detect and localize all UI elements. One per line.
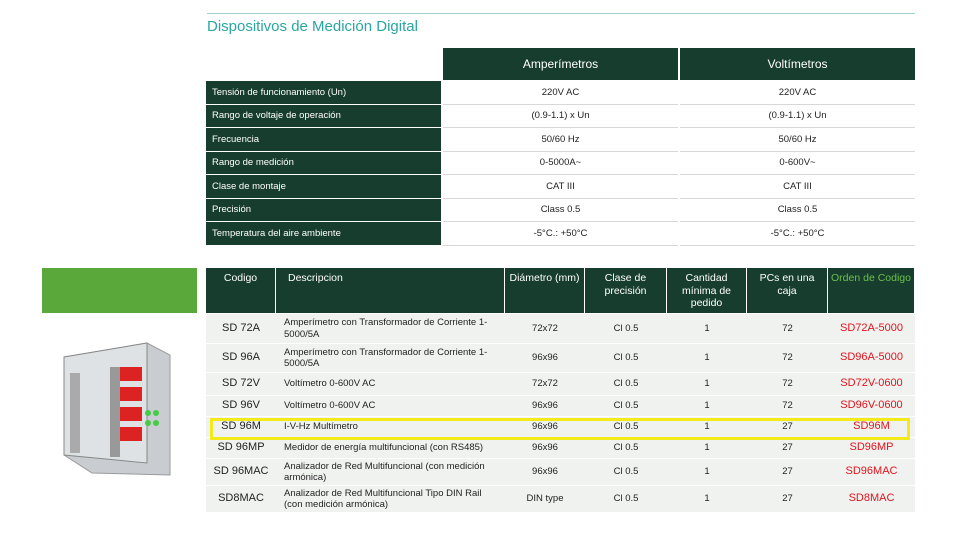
- product-cell: Analizador de Red Multifuncional (con me…: [276, 459, 505, 486]
- product-cell: Amperímetro con Transformador de Corrien…: [276, 314, 505, 344]
- spec-label: Frecuencia: [206, 128, 441, 151]
- product-cell: 72: [747, 396, 828, 417]
- spec-value: 50/60 Hz: [443, 128, 678, 152]
- order-code: SD96A-5000: [828, 344, 915, 373]
- product-cell: 1: [667, 344, 747, 373]
- product-cell: 72x72: [505, 314, 585, 344]
- product-header: Orden de Codigo: [828, 268, 915, 313]
- product-cell: Cl 0.5: [585, 459, 667, 486]
- order-code: SD72V-0600: [828, 373, 915, 396]
- spec-value: 0-600V~: [680, 151, 915, 175]
- product-cell: 1: [667, 314, 747, 344]
- title-rule: [207, 13, 915, 14]
- spec-value: -5°C.: +50°C: [443, 222, 678, 246]
- order-code: SD96V-0600: [828, 396, 915, 417]
- product-cell: Voltímetro 0-600V AC: [276, 396, 505, 417]
- product-cell: 1: [667, 373, 747, 396]
- product-code: SD 96V: [206, 396, 276, 417]
- order-code: SD96M: [828, 417, 915, 438]
- product-header: Cantidad mínima de pedido: [667, 268, 747, 313]
- product-cell: DIN type: [505, 486, 585, 513]
- order-code: SD72A-5000: [828, 314, 915, 344]
- product-code: SD 96MAC: [206, 459, 276, 486]
- product-header: Descripcion: [276, 268, 505, 313]
- spec-label: Temperatura del aire ambiente: [206, 222, 441, 245]
- product-cell: 72: [747, 344, 828, 373]
- product-cell: 96x96: [505, 438, 585, 459]
- product-cell: Cl 0.5: [585, 344, 667, 373]
- product-cell: Cl 0.5: [585, 486, 667, 513]
- product-header: Diámetro (mm): [505, 268, 585, 313]
- image-header: [42, 268, 197, 313]
- product-cell: 72: [747, 373, 828, 396]
- product-cell: 72x72: [505, 373, 585, 396]
- product-cell: Cl 0.5: [585, 396, 667, 417]
- product-header: Codigo: [206, 268, 276, 313]
- spec-value: Class 0.5: [680, 198, 915, 222]
- product-cell: 96x96: [505, 344, 585, 373]
- product-cell: 27: [747, 438, 828, 459]
- spec-value: 50/60 Hz: [680, 128, 915, 152]
- product-code: SD 72A: [206, 314, 276, 344]
- product-cell: Cl 0.5: [585, 314, 667, 344]
- product-cell: 96x96: [505, 459, 585, 486]
- product-cell: Analizador de Red Multifuncional Tipo DI…: [276, 486, 505, 513]
- product-cell: 1: [667, 396, 747, 417]
- order-code: SD8MAC: [828, 486, 915, 513]
- spec-label: Rango de medición: [206, 151, 441, 174]
- spec-value: 0-5000A~: [443, 151, 678, 175]
- spec-value: (0.9-1.1) x Un: [443, 104, 678, 128]
- product-cell: Cl 0.5: [585, 438, 667, 459]
- spec-value: CAT III: [680, 175, 915, 199]
- spec-label: Tensión de funcionamiento (Un): [206, 81, 441, 104]
- order-code: SD96MAC: [828, 459, 915, 486]
- product-cell: 1: [667, 486, 747, 513]
- spec-value: CAT III: [443, 175, 678, 199]
- product-header: Clase de precisión: [585, 268, 667, 313]
- product-code: SD 72V: [206, 373, 276, 396]
- product-cell: Cl 0.5: [585, 373, 667, 396]
- product-cell: Voltímetro 0-600V AC: [276, 373, 505, 396]
- spec-value: Class 0.5: [443, 198, 678, 222]
- product-code: SD 96A: [206, 344, 276, 373]
- spec-label: Precisión: [206, 198, 441, 221]
- spec-label: Clase de montaje: [206, 175, 441, 198]
- product-cell: 72: [747, 314, 828, 344]
- product-code: SD 96MP: [206, 438, 276, 459]
- spec-value: (0.9-1.1) x Un: [680, 104, 915, 128]
- page-title: Dispositivos de Medición Digital: [207, 18, 418, 35]
- spec-label: Rango de voltaje de operación: [206, 104, 441, 127]
- spec-value: 220V AC: [443, 81, 678, 105]
- product-cell: Amperímetro con Transformador de Corrien…: [276, 344, 505, 373]
- product-cell: 27: [747, 459, 828, 486]
- spec-header: Voltímetros: [680, 48, 915, 80]
- product-cell: Medidor de energía multifuncional (con R…: [276, 438, 505, 459]
- product-cell: 27: [747, 486, 828, 513]
- order-code: SD96MP: [828, 438, 915, 459]
- row-highlight: [210, 418, 910, 440]
- product-header: PCs en una caja: [747, 268, 828, 313]
- product-code: SD8MAC: [206, 486, 276, 513]
- product-image: [42, 315, 197, 518]
- spec-value: 220V AC: [680, 81, 915, 105]
- product-cell: 1: [667, 459, 747, 486]
- product-cell: 96x96: [505, 396, 585, 417]
- spec-value: -5°C.: +50°C: [680, 222, 915, 246]
- spec-header: Amperímetros: [443, 48, 678, 80]
- product-cell: 1: [667, 438, 747, 459]
